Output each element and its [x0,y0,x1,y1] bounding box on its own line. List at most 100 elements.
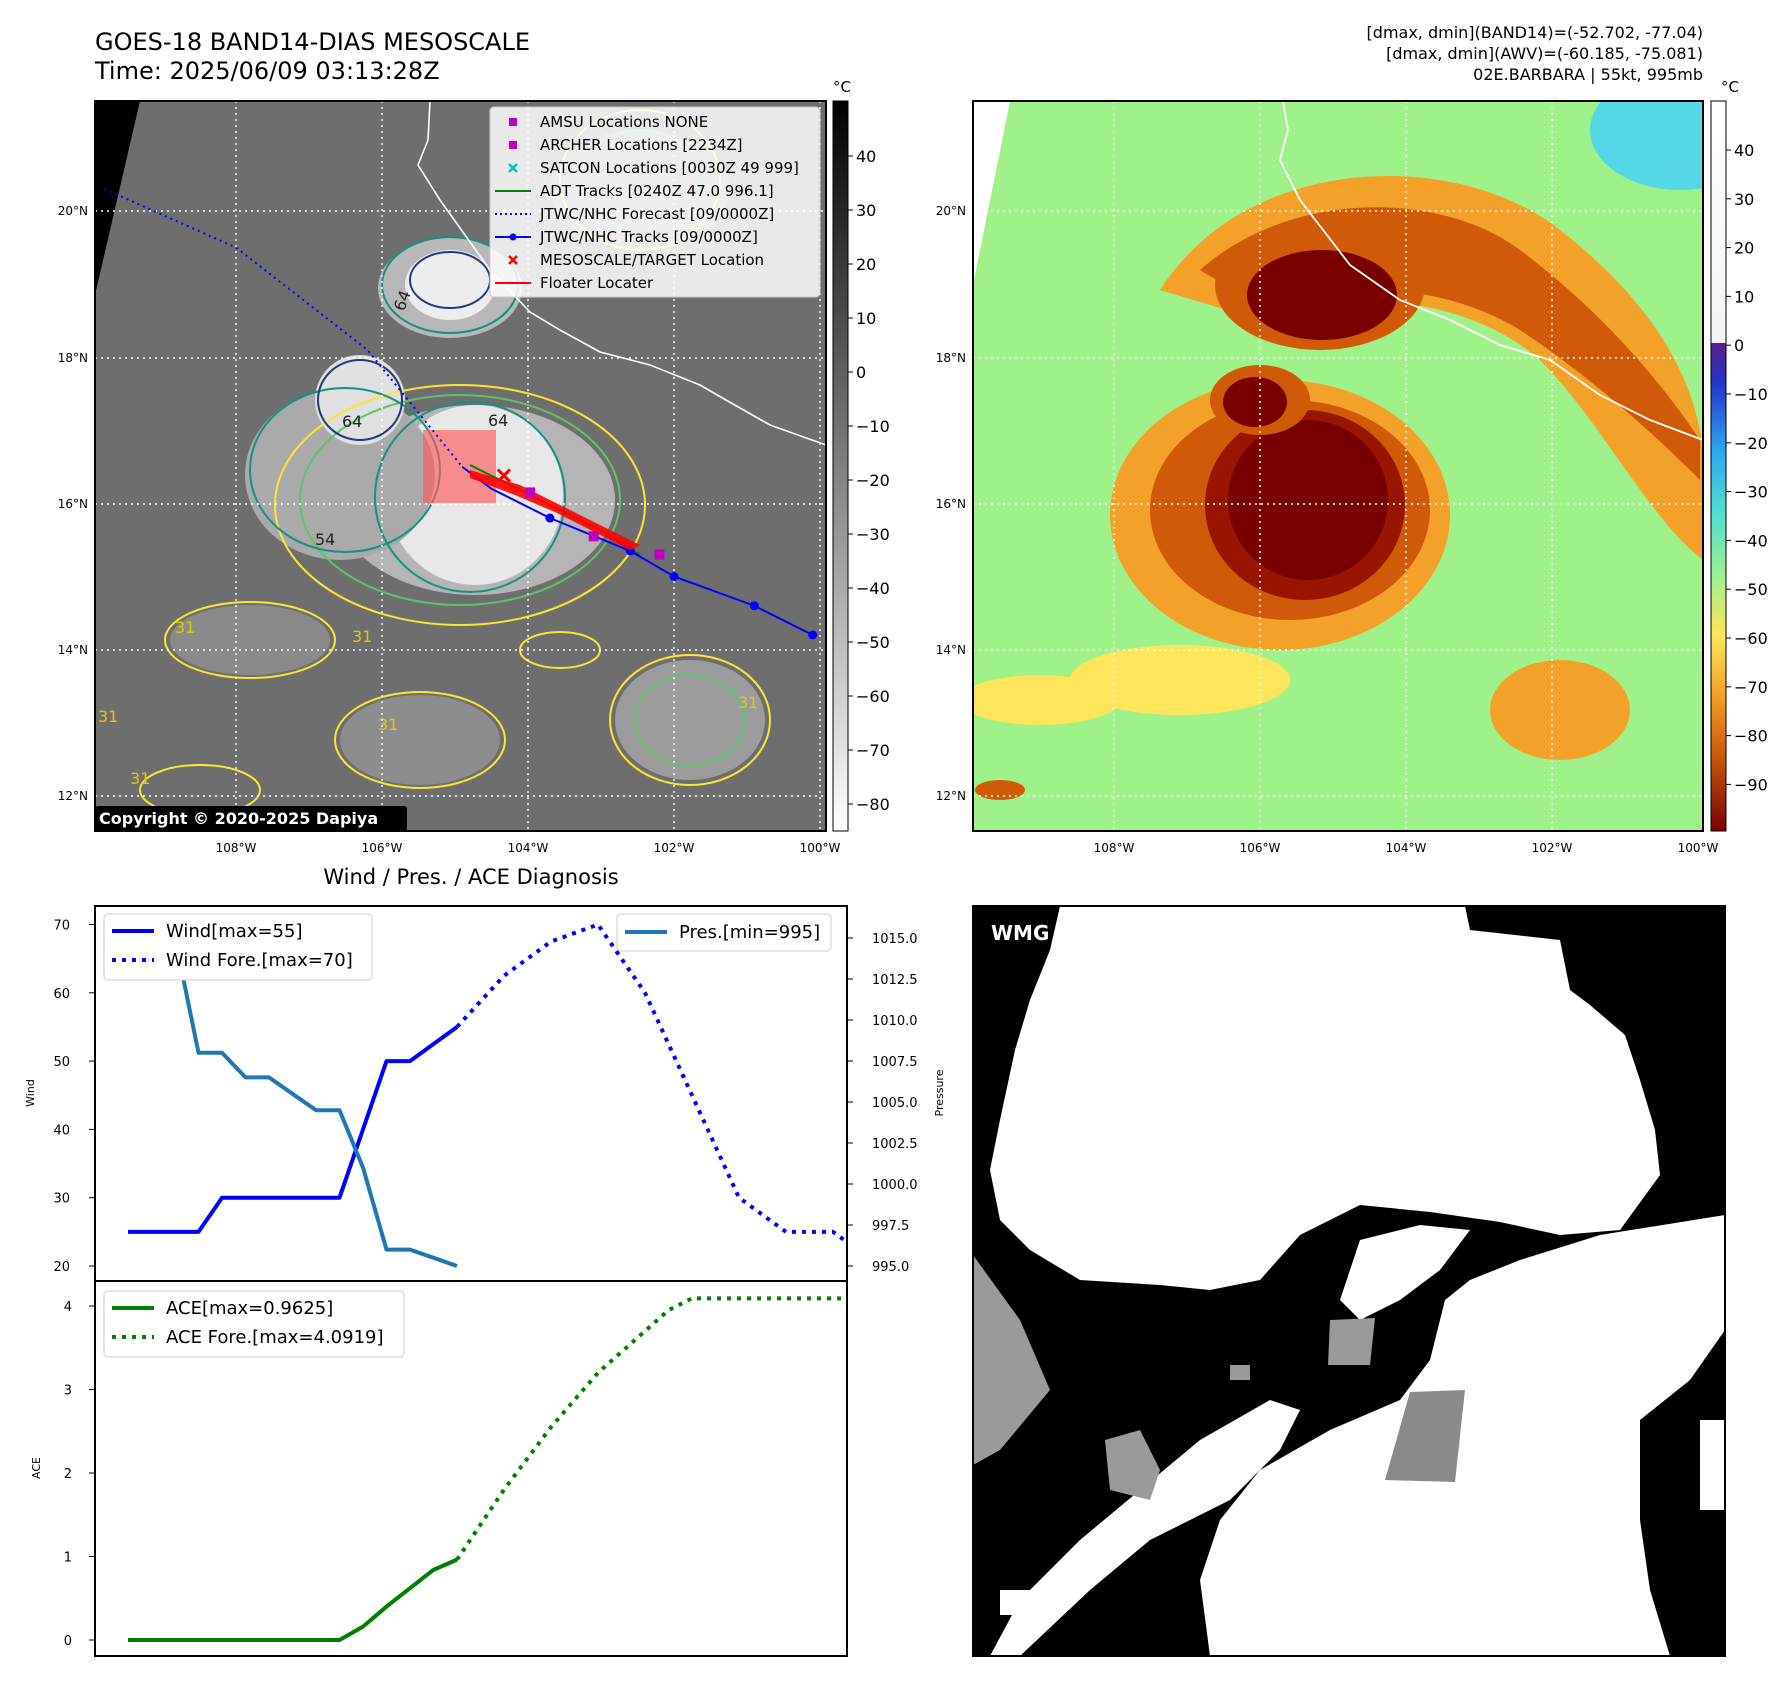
legend-x-icon [508,255,518,265]
ace-chart-frame [94,1280,848,1657]
ace-ytick-label: 4 [64,1300,72,1315]
legend-label: SATCON Locations [0030Z 49 999] [540,159,799,177]
legend-entry: SATCON Locations [0030Z 49 999] [508,159,799,177]
ir-cbar-tick-label: −60 [856,687,890,706]
awv-cbar-tick-label: 20 [1734,239,1754,258]
ace-legend: ACE[max=0.9625] ACE Fore.[max=4.0919] [103,1290,405,1358]
archer-marker [525,487,536,498]
lon-tick-label: 102°W [654,841,695,855]
archer-marker [654,549,665,560]
copyright-text: Copyright © 2020-2025 Dapiya [99,809,378,828]
lat-tick-label: 18°N [58,351,88,365]
pressure-ytick-label: 995.0 [872,1260,909,1275]
lat-tick-label: 20°N [58,204,88,218]
ace-ytick-label: 2 [64,1467,72,1482]
legend-entry: Floater Locater [495,274,654,292]
awv-range: [dmax, dmin](AWV)=(-60.185, -75.081) [1386,44,1703,63]
ace-plot [128,1296,847,1642]
wmg-panel: WMG Count: 0 [972,905,1726,1657]
ace-ytick-label: 1 [64,1551,72,1566]
wmg-patch [1420,1580,1460,1610]
forecast-line [104,188,464,468]
ir-cbar-tick-label: −70 [856,741,890,760]
wmg-streak [990,1400,1300,1656]
legend-pres-label: Pres.[min=995] [679,922,820,943]
archer-marker [588,531,599,542]
lat-tick-label: 14°N [936,643,966,657]
lat-tick-label: 12°N [936,789,966,803]
wmg-count: WMG Count: 0 [991,921,1152,945]
legend-square-icon [509,141,517,149]
awv-cbar-tick-label: −10 [1734,385,1768,404]
lon-tick-label: 104°W [508,841,549,855]
wind-axes: 20 30 40 50 60 70 995.0 997.5 1000.0 1002.5 1005.0… [53,919,917,1276]
awv-cbar-tick-label: −70 [1734,678,1768,697]
awv-cold-cloud [973,175,1703,800]
lat-tick-label: 18°N [936,351,966,365]
legend-wind-label: Wind[max=55] [166,921,303,942]
legend-label: MESOSCALE/TARGET Location [540,251,764,269]
pressure-ytick-label: 1007.5 [872,1055,918,1070]
legend-label: Floater Locater [540,274,654,292]
floater-locator [470,470,640,550]
target-marker [496,468,511,483]
awv-axis-labels: 108°W 106°W 104°W 102°W 100°W 20°N 18°N … [936,204,1719,855]
lon-tick-label: 106°W [362,841,403,855]
legend-ace-label: ACE[max=0.9625] [166,1298,333,1319]
map-legend: AMSU Locations NONE ARCHER Locations [223… [489,106,821,298]
ir-axis-labels: 108°W 106°W 104°W 102°W 100°W 20°N 18°N … [58,204,841,855]
pressure-ytick-label: 997.5 [872,1219,909,1234]
storm-info: 02E.BARBARA | 55kt, 995mb [1473,65,1703,84]
wmg-gray-region [1385,1390,1465,1482]
awv-map-frame [972,100,1704,832]
awv-cbar-tick-label: 30 [1734,190,1754,209]
awv-cbar-tick-label: −50 [1734,580,1768,599]
legend-entry: JTWC/NHC Tracks [09/0000Z] [495,228,758,246]
ace-ytick-label: 3 [64,1384,72,1399]
wind-ytick-label: 50 [53,1055,70,1070]
figure-title: GOES-18 BAND14-DIAS MESOSCALE [95,28,530,56]
lat-tick-label: 16°N [58,497,88,511]
awv-cbar-tick-label: −90 [1734,775,1768,794]
legend-label: AMSU Locations NONE [540,113,708,131]
wind-ytick-label: 20 [53,1260,70,1275]
legend-square-icon [509,118,517,126]
pressure-legend: Pres.[min=995] [616,913,832,952]
ace-axes: 0 1 2 3 4 [64,1300,95,1649]
awv-map-panel [973,101,1703,831]
lon-tick-label: 108°W [1094,841,1135,855]
legend-label: JTWC/NHC Forecast [09/0000Z] [539,205,774,223]
pressure-ytick-label: 1015.0 [872,932,918,947]
lon-tick-label: 104°W [1386,841,1427,855]
ir-cbar-tick-label: −30 [856,525,890,544]
wind-series-line [128,1025,459,1234]
lat-tick-label: 16°N [936,497,966,511]
legend-line-icon [495,233,531,241]
awv-cbar-tick-label: 10 [1734,287,1754,306]
lon-tick-label: 100°W [800,841,841,855]
track-point [749,601,759,611]
awv-cbar-tick-label: −40 [1734,531,1768,550]
ir-colorbar: °C 40 30 20 10 0 −10 −20 −30 −40 −50 −60 −70 −80 [832,78,890,832]
wind-ytick-label: 30 [53,1192,70,1207]
awv-dry-region [1590,101,1703,190]
legend-ace-fore-label: ACE Fore.[max=4.0919] [166,1327,384,1348]
pressure-ytick-label: 1002.5 [872,1137,918,1152]
wmg-gray-region [1105,1430,1160,1500]
awv-nodata-corner [973,101,1010,285]
legend-label: ARCHER Locations [2234Z] [540,136,743,154]
contour-label: 64 [342,412,362,431]
wind-ytick-label: 60 [53,987,70,1002]
contour-label: 31 [130,769,150,788]
ir-cbar-tick-label: 30 [856,201,876,220]
wmg-gray-region [973,1255,1050,1465]
wind-legend: Wind[max=55] Wind Fore.[max=70] [103,913,373,981]
lat-tick-label: 20°N [936,204,966,218]
lat-tick-label: 14°N [58,643,88,657]
legend-label: ADT Tracks [0240Z 47.0 996.1] [540,182,774,200]
lat-tick-label: 12°N [58,789,88,803]
legend-wind-fore-label: Wind Fore.[max=70] [166,950,353,971]
awv-cbar-tick-label: −30 [1734,483,1768,502]
ir-cbar-tick-label: 10 [856,309,876,328]
contour-label: 31 [352,627,372,646]
